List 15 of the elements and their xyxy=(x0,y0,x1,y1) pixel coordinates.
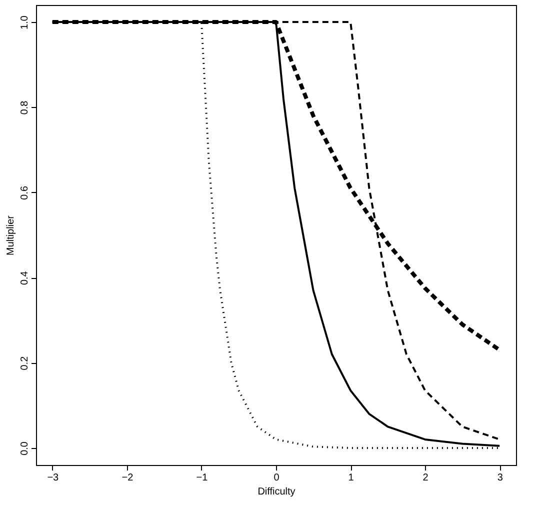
x-tick-label: 3 xyxy=(497,472,504,484)
x-tick-label: 2 xyxy=(422,472,429,484)
x-tick-label: 1 xyxy=(348,472,354,484)
x-tick-label: −2 xyxy=(122,472,134,484)
x-tick-label: −3 xyxy=(47,472,60,484)
y-tick-label: 1.0 xyxy=(20,15,30,30)
x-tick-label: 0 xyxy=(274,472,280,484)
y-axis-title: Multiplier xyxy=(6,214,16,256)
x-tick-label: −1 xyxy=(196,472,208,484)
y-tick-label: 0.6 xyxy=(20,186,30,200)
y-tick-label: 0.2 xyxy=(20,356,30,370)
x-axis-title: Difficulty xyxy=(258,486,296,498)
y-tick-label: 0.0 xyxy=(20,441,30,456)
y-tick-label: 0.8 xyxy=(20,100,30,115)
y-tick-label: 0.4 xyxy=(20,270,30,286)
